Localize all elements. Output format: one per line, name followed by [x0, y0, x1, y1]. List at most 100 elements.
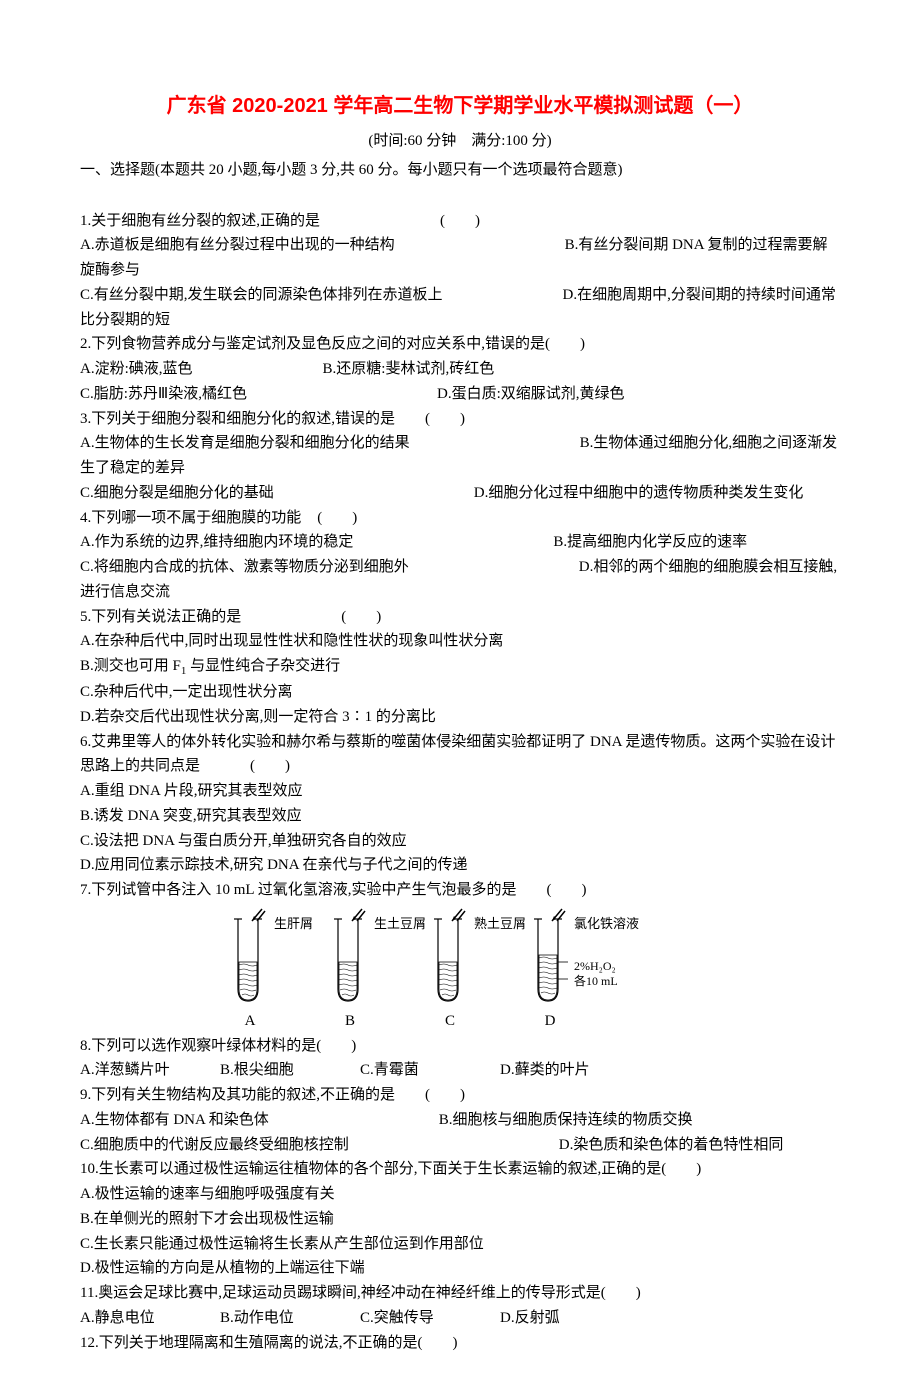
q8-c: C.青霉菌 [360, 1058, 500, 1083]
question-10: 10.生长素可以通过极性运输运往植物体的各个部分,下面关于生长素运输的叙述,正确… [80, 1157, 840, 1182]
q2-line2: A.淀粉:碘液,蓝色 B.还原糖:斐林试剂,砖红色 [80, 357, 840, 382]
q5-b-pre: B.测交也可用 F [80, 658, 181, 674]
q2-paren: ( ) [545, 336, 585, 352]
question-11: 11.奥运会足球比赛中,足球运动员踢球瞬间,神经冲动在神经纤维上的传导形式是( … [80, 1281, 840, 1306]
q11-options: A.静息电位 B.动作电位 C.突触传导 D.反射弧 [80, 1306, 840, 1331]
question-2: 2.下列食物营养成分与鉴定试剂及显色反应之间的对应关系中,错误的是( ) [80, 332, 840, 357]
q2-stem: 2.下列食物营养成分与鉴定试剂及显色反应之间的对应关系中,错误的是 [80, 336, 545, 352]
q5-d: D.若杂交后代出现性状分离,则一定符合 3∶1 的分离比 [80, 705, 840, 730]
question-4: 4.下列哪一项不属于细胞膜的功能 ( ) [80, 506, 840, 531]
tube-b: 生土豆屑 B [330, 907, 370, 1034]
tube-d-svg [530, 907, 570, 1007]
tube-a-label: 生肝屑 [274, 913, 313, 934]
q5-b-post: 与显性纯合子杂交进行 [186, 658, 340, 674]
q5-paren: ( ) [341, 609, 381, 625]
q3-paren: ( ) [425, 411, 465, 427]
section-1-header: 一、选择题(本题共 20 小题,每小题 3 分,共 60 分。每小题只有一个选项… [80, 158, 840, 183]
tube-a: 生肝屑 A [230, 907, 270, 1034]
subtitle: (时间:60 分钟 满分:100 分) [80, 129, 840, 154]
q8-a: A.洋葱鳞片叶 [80, 1058, 220, 1083]
tube-c-label: 熟土豆屑 [474, 913, 526, 934]
tube-a-bottom: A [245, 1009, 256, 1034]
tube-d-label: 氯化铁溶液 [574, 913, 639, 934]
q4-stem: 4.下列哪一项不属于细胞膜的功能 [80, 510, 301, 526]
q2-b: B.还原糖:斐林试剂,砖红色 [323, 361, 495, 377]
q9-d: D.染色质和染色体的着色特性相同 [559, 1137, 784, 1153]
q9-stem: 9.下列有关生物结构及其功能的叙述,不正确的是 [80, 1087, 395, 1103]
q2-a: A.淀粉:碘液,蓝色 [80, 361, 193, 377]
q6-a: A.重组 DNA 片段,研究其表型效应 [80, 779, 840, 804]
q9-b: B.细胞核与细胞质保持连续的物质交换 [439, 1112, 693, 1128]
q2-d: D.蛋白质:双缩脲试剂,黄绿色 [437, 386, 625, 402]
q10-c: C.生长素只能通过极性运输将生长素从产生部位运到作用部位 [80, 1232, 840, 1257]
q10-d: D.极性运输的方向是从植物的上端运往下端 [80, 1256, 840, 1281]
tube-d-side: 2%H₂O₂ 各10 mL [574, 959, 618, 990]
tube-a-svg [230, 907, 270, 1007]
q11-d: D.反射弧 [500, 1306, 560, 1331]
q5-stem: 5.下列有关说法正确的是 [80, 609, 241, 625]
question-7: 7.下列试管中各注入 10 mL 过氧化氢溶液,实验中产生气泡最多的是 ( ) [80, 878, 840, 903]
tube-d-bottom: D [545, 1009, 556, 1034]
q6-paren: ( ) [250, 758, 290, 774]
question-1: 1.关于细胞有丝分裂的叙述,正确的是 ( ) [80, 209, 840, 234]
question-5: 5.下列有关说法正确的是 ( ) [80, 605, 840, 630]
q8-d: D.藓类的叶片 [500, 1058, 590, 1083]
q9-a: A.生物体都有 DNA 和染色体 [80, 1112, 269, 1128]
q1-stem: 1.关于细胞有丝分裂的叙述,正确的是 [80, 213, 320, 229]
q8-b: B.根尖细胞 [220, 1058, 360, 1083]
q6-b: B.诱发 DNA 突变,研究其表型效应 [80, 804, 840, 829]
q1-c: C.有丝分裂中期,发生联会的同源染色体排列在赤道板上 [80, 287, 443, 303]
q3-c: C.细胞分裂是细胞分化的基础 [80, 485, 274, 501]
q6-d: D.应用同位素示踪技术,研究 DNA 在亲代与子代之间的传递 [80, 853, 840, 878]
q5-a: A.在杂种后代中,同时出现显性性状和隐性性状的现象叫性状分离 [80, 629, 840, 654]
q4-a: A.作为系统的边界,维持细胞内环境的稳定 [80, 534, 353, 550]
q12-paren: ( ) [418, 1335, 458, 1351]
question-9: 9.下列有关生物结构及其功能的叙述,不正确的是 ( ) [80, 1083, 840, 1108]
q12-stem: 12.下列关于地理隔离和生殖隔离的说法,不正确的是 [80, 1335, 418, 1351]
q4-c: C.将细胞内合成的抗体、激素等物质分泌到细胞外 [80, 559, 409, 575]
q8-options: A.洋葱鳞片叶 B.根尖细胞 C.青霉菌 D.藓类的叶片 [80, 1058, 840, 1083]
tube-c-svg [430, 907, 470, 1007]
q3-stem: 3.下列关于细胞分裂和细胞分化的叙述,错误的是 [80, 411, 395, 427]
q7-stem: 7.下列试管中各注入 10 mL 过氧化氢溶液,实验中产生气泡最多的是 [80, 882, 517, 898]
tube-b-label: 生土豆屑 [374, 913, 426, 934]
tube-d-side2: 各10 mL [574, 974, 618, 990]
q11-paren: ( ) [601, 1285, 641, 1301]
q11-c: C.突触传导 [360, 1306, 500, 1331]
question-3: 3.下列关于细胞分裂和细胞分化的叙述,错误的是 ( ) [80, 407, 840, 432]
tube-diagram: 生肝屑 A 生土豆屑 [80, 907, 840, 1034]
q10-paren: ( ) [661, 1161, 701, 1177]
q11-stem: 11.奥运会足球比赛中,足球运动员踢球瞬间,神经冲动在神经纤维上的传导形式是 [80, 1285, 601, 1301]
page-title: 广东省 2020-2021 学年高二生物下学期学业水平模拟测试题（一） [80, 90, 840, 123]
q4-line2: A.作为系统的边界,维持细胞内环境的稳定 B.提高细胞内化学反应的速率 [80, 530, 840, 555]
q9-paren: ( ) [425, 1087, 465, 1103]
tube-c-bottom: C [445, 1009, 455, 1034]
q4-b: B.提高细胞内化学反应的速率 [553, 534, 747, 550]
q10-a: A.极性运输的速率与细胞呼吸强度有关 [80, 1182, 840, 1207]
question-8: 8.下列可以选作观察叶绿体材料的是( ) [80, 1034, 840, 1059]
tube-b-bottom: B [345, 1009, 355, 1034]
q6-c: C.设法把 DNA 与蛋白质分开,单独研究各自的效应 [80, 829, 840, 854]
question-12: 12.下列关于地理隔离和生殖隔离的说法,不正确的是( ) [80, 1331, 840, 1356]
question-6: 6.艾弗里等人的体外转化实验和赫尔希与蔡斯的噬菌体侵染细菌实验都证明了 DNA … [80, 730, 840, 780]
q11-b: B.动作电位 [220, 1306, 360, 1331]
q10-stem: 10.生长素可以通过极性运输运往植物体的各个部分,下面关于生长素运输的叙述,正确… [80, 1161, 661, 1177]
q6-stem: 6.艾弗里等人的体外转化实验和赫尔希与蔡斯的噬菌体侵染细菌实验都证明了 DNA … [80, 734, 835, 775]
q4-line3: C.将细胞内合成的抗体、激素等物质分泌到细胞外D.相邻的两个细胞的细胞膜会相互接… [80, 555, 840, 605]
q9-line3: C.细胞质中的代谢反应最终受细胞核控制 D.染色质和染色体的着色特性相同 [80, 1133, 840, 1158]
q3-line2: A.生物体的生长发育是细胞分裂和细胞分化的结果B.生物体通过细胞分化,细胞之间逐… [80, 431, 840, 481]
q1-line2: A.赤道板是细胞有丝分裂过程中出现的一种结构B.有丝分裂间期 DNA 复制的过程… [80, 233, 840, 283]
tube-c: 熟土豆屑 C [430, 907, 470, 1034]
q5-c: C.杂种后代中,一定出现性状分离 [80, 680, 840, 705]
q4-paren: ( ) [317, 510, 357, 526]
q5-b: B.测交也可用 F1 与显性纯合子杂交进行 [80, 654, 840, 680]
q2-line3: C.脂肪:苏丹Ⅲ染液,橘红色D.蛋白质:双缩脲试剂,黄绿色 [80, 382, 840, 407]
q1-paren: ( ) [440, 213, 480, 229]
q3-line3: C.细胞分裂是细胞分化的基础 D.细胞分化过程中细胞中的遗传物质种类发生变化 [80, 481, 840, 506]
q11-a: A.静息电位 [80, 1306, 220, 1331]
q9-c: C.细胞质中的代谢反应最终受细胞核控制 [80, 1137, 349, 1153]
q7-paren: ( ) [547, 882, 587, 898]
tube-d: 氯化铁溶液 2%H₂O₂ 各10 mL D [530, 907, 570, 1034]
q3-d: D.细胞分化过程中细胞中的遗传物质种类发生变化 [474, 485, 804, 501]
q10-b: B.在单侧光的照射下才会出现极性运输 [80, 1207, 840, 1232]
